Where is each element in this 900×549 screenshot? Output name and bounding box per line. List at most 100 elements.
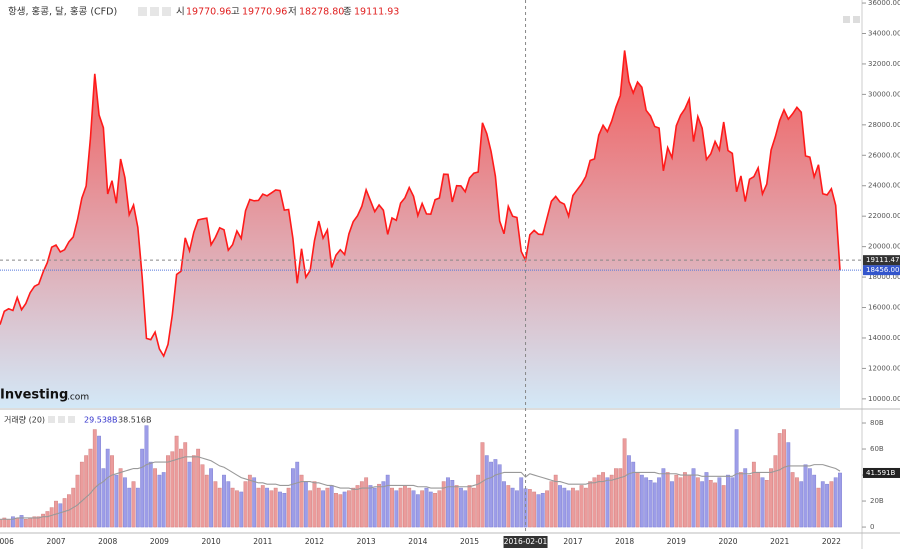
volume-bar bbox=[58, 503, 63, 528]
volume-bar bbox=[463, 490, 468, 528]
volume-bar bbox=[282, 493, 287, 528]
zoom-icon[interactable] bbox=[853, 16, 860, 23]
volume-bar bbox=[252, 477, 257, 528]
volume-bar bbox=[92, 429, 97, 528]
volume-bar bbox=[648, 480, 653, 528]
volume-bar bbox=[583, 487, 588, 528]
volume-bar bbox=[260, 485, 265, 528]
volume-bar bbox=[450, 480, 455, 528]
y-tick-label: 14000.00 bbox=[868, 334, 900, 342]
x-tick-label: 2010 bbox=[202, 537, 221, 546]
volume-bar bbox=[674, 474, 679, 528]
volume-bar bbox=[84, 455, 89, 528]
volume-bar bbox=[15, 517, 20, 528]
volume-bar bbox=[153, 468, 157, 528]
volume-bar bbox=[41, 513, 45, 528]
y-tick-label: 30000.00 bbox=[868, 90, 900, 98]
volume-bar bbox=[704, 472, 709, 528]
volume-bar bbox=[23, 519, 28, 528]
volume-bar bbox=[786, 442, 791, 528]
volume-bar bbox=[347, 490, 351, 528]
x-tick-label: 2008 bbox=[98, 537, 117, 546]
volume-bar bbox=[833, 477, 838, 528]
volume-bar bbox=[269, 490, 274, 528]
zoom-icon[interactable] bbox=[843, 16, 850, 23]
volume-bar bbox=[334, 493, 338, 528]
volume-bar bbox=[273, 487, 278, 528]
volume-bar bbox=[532, 491, 537, 528]
volume-bar bbox=[609, 474, 614, 528]
volume-bar bbox=[510, 487, 515, 528]
volume-bar bbox=[351, 487, 356, 528]
volume-bar bbox=[756, 472, 761, 528]
volume-bar bbox=[618, 468, 623, 528]
volume-bar bbox=[0, 519, 2, 528]
volume-bar bbox=[657, 477, 661, 528]
y-tick-label: 16000.00 bbox=[868, 304, 900, 312]
x-tick-label: 2007 bbox=[46, 537, 65, 546]
volume-bar bbox=[497, 464, 502, 528]
settings-icon[interactable] bbox=[48, 416, 55, 423]
volume-bar bbox=[515, 490, 519, 528]
ma-readout: 38.516B bbox=[118, 416, 151, 425]
y-tick-label: 18000.00 bbox=[868, 273, 900, 281]
volume-bar bbox=[105, 448, 110, 528]
x-tick-label: 2013 bbox=[357, 537, 376, 546]
volume-bar bbox=[644, 477, 649, 528]
volume-bar bbox=[743, 468, 748, 528]
volume-title: 거래량 (20) bbox=[4, 415, 45, 425]
y-tick-label: 24000.00 bbox=[868, 182, 900, 190]
close-icon[interactable] bbox=[150, 7, 159, 16]
volume-bar bbox=[665, 472, 670, 528]
x-tick-label: 2014 bbox=[408, 537, 427, 546]
volume-bar bbox=[678, 477, 683, 528]
volume-bar bbox=[592, 477, 597, 528]
volume-bar bbox=[420, 490, 425, 528]
volume-bar bbox=[286, 487, 291, 528]
volume-bar bbox=[329, 485, 334, 528]
volume-bar bbox=[183, 442, 188, 528]
volume-bar bbox=[489, 461, 493, 528]
volume-bar bbox=[364, 477, 369, 528]
volume-bar bbox=[140, 448, 145, 528]
volume-bar bbox=[799, 481, 804, 528]
volume-bar bbox=[428, 491, 433, 528]
volume-bar bbox=[782, 429, 786, 528]
low-label: 저 bbox=[288, 7, 297, 18]
close-icon[interactable] bbox=[58, 416, 65, 423]
volume-bar bbox=[739, 472, 743, 528]
hide-icon[interactable] bbox=[162, 7, 171, 16]
volume-bar bbox=[135, 487, 140, 528]
y-tick-label: 36000.00 bbox=[868, 0, 900, 7]
volume-bar bbox=[36, 516, 41, 528]
volume-bar bbox=[471, 487, 476, 528]
y-tick-label: 20000.00 bbox=[868, 243, 900, 251]
last-price-box bbox=[863, 265, 900, 276]
volume-bar bbox=[295, 461, 300, 528]
volume-bar bbox=[717, 477, 722, 528]
volume-bar bbox=[751, 461, 756, 528]
volume-bar bbox=[812, 474, 817, 528]
last-volume-label: 41.591B bbox=[866, 469, 895, 477]
volume-bar bbox=[110, 455, 114, 528]
volume-bar bbox=[502, 481, 506, 528]
volume-bar bbox=[62, 498, 67, 528]
volume-bar bbox=[394, 490, 399, 528]
volume-bar bbox=[79, 461, 84, 528]
volume-bar bbox=[75, 474, 80, 528]
volume-bar bbox=[381, 481, 386, 528]
volume-bar bbox=[820, 481, 825, 528]
volume-bar bbox=[816, 487, 821, 528]
y-tick-label: 26000.00 bbox=[868, 151, 900, 159]
low-value: 18278.80 bbox=[299, 7, 344, 18]
volume-bar bbox=[316, 487, 321, 528]
open-value: 19770.96 bbox=[186, 7, 231, 18]
settings-icon[interactable] bbox=[138, 7, 147, 16]
volume-bar bbox=[459, 487, 463, 528]
volume-bar bbox=[226, 481, 231, 528]
volume-bar bbox=[734, 429, 739, 528]
volume-bar bbox=[213, 481, 218, 528]
hide-icon[interactable] bbox=[68, 416, 75, 423]
x-tick-label: 2012 bbox=[305, 537, 324, 546]
volume-bar bbox=[790, 472, 795, 528]
